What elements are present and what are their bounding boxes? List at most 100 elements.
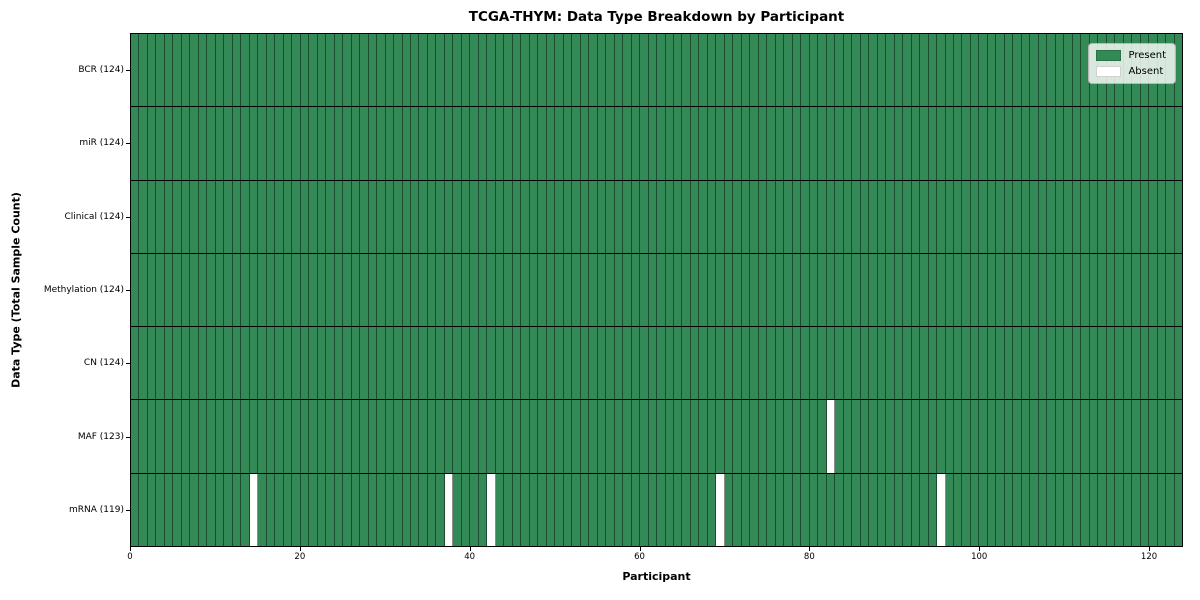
heatmap-cell	[453, 400, 462, 473]
heatmap-cell	[665, 253, 674, 327]
heatmap-cell	[283, 107, 293, 180]
heatmap-cell	[292, 400, 301, 473]
heatmap-cell	[504, 400, 513, 473]
heatmap-cell	[1047, 253, 1056, 327]
heatmap-cell	[1115, 327, 1124, 400]
heatmap-cell	[572, 473, 581, 546]
heatmap-cell	[538, 34, 547, 107]
heatmap-cell	[987, 180, 997, 253]
heatmap-cell	[249, 107, 259, 180]
heatmap-cell	[911, 253, 921, 327]
heatmap-cell	[215, 253, 225, 327]
heatmap-cell	[504, 253, 513, 327]
heatmap-cell	[733, 400, 742, 473]
heatmap-cell	[334, 400, 344, 473]
heatmap-cell	[555, 400, 564, 473]
heatmap-cell	[546, 400, 556, 473]
heatmap-cell	[996, 34, 1005, 107]
heatmap-cell	[606, 34, 615, 107]
heatmap-cell	[699, 180, 708, 253]
heatmap-cell	[181, 400, 191, 473]
heatmap-cell	[1055, 253, 1065, 327]
heatmap-cell	[181, 180, 191, 253]
heatmap-cell	[1123, 107, 1133, 180]
heatmap-cell	[487, 327, 496, 400]
heatmap-cell	[1038, 400, 1048, 473]
heatmap-cell	[309, 327, 318, 400]
heatmap-cell	[945, 107, 954, 180]
heatmap-cell	[1072, 473, 1082, 546]
heatmap-cell	[1106, 473, 1116, 546]
heatmap-cell	[394, 327, 403, 400]
legend: Present Absent	[1088, 43, 1176, 84]
heatmap-cell	[623, 34, 632, 107]
heatmap-cell	[741, 253, 751, 327]
y-tick-mark	[126, 69, 130, 71]
heatmap-cell	[1064, 107, 1073, 180]
heatmap-cell	[640, 400, 649, 473]
heatmap-cell	[1149, 180, 1158, 253]
heatmap-cell	[572, 107, 581, 180]
heatmap-cell	[1013, 253, 1022, 327]
heatmap-cell	[1115, 400, 1124, 473]
heatmap-cell	[894, 34, 904, 107]
heatmap-cell	[1055, 180, 1065, 253]
heatmap-cell	[351, 180, 361, 253]
heatmap-cell	[1098, 180, 1107, 253]
heatmap-cell	[1072, 327, 1082, 400]
heatmap-cell	[410, 180, 420, 253]
heatmap-cell	[674, 400, 683, 473]
heatmap-cell	[724, 473, 734, 546]
heatmap-cell	[1115, 180, 1124, 253]
heatmap-cell	[283, 473, 293, 546]
heatmap-cell	[131, 327, 140, 400]
heatmap-cell	[360, 400, 369, 473]
heatmap-cell	[699, 253, 708, 327]
heatmap-cell	[707, 473, 717, 546]
heatmap-cell	[198, 400, 208, 473]
heatmap-cell	[131, 34, 140, 107]
heatmap-cell	[334, 253, 344, 327]
heatmap-cell	[869, 400, 878, 473]
heatmap-cell	[758, 107, 768, 180]
heatmap-cell	[818, 327, 827, 400]
heatmap-cell	[614, 473, 624, 546]
heatmap-cell	[232, 327, 242, 400]
y-tick-mark	[126, 143, 130, 145]
heatmap-cell	[894, 253, 904, 327]
heatmap-cell	[241, 327, 250, 400]
heatmap-cell	[716, 473, 725, 546]
heatmap-cell	[741, 34, 751, 107]
heatmap-cell	[1081, 180, 1090, 253]
y-tick-mark	[126, 436, 130, 438]
heatmap-row	[131, 399, 1183, 473]
heatmap-cell	[444, 253, 454, 327]
heatmap-cell	[156, 400, 165, 473]
heatmap-cell	[1055, 327, 1065, 400]
heatmap-cell	[1030, 327, 1039, 400]
heatmap-cell	[292, 180, 301, 253]
heatmap-cell	[275, 253, 284, 327]
heatmap-cell	[707, 400, 717, 473]
heatmap-cell	[979, 107, 988, 180]
heatmap-cell	[775, 253, 785, 327]
heatmap-cell	[962, 253, 971, 327]
heatmap-cell	[538, 400, 547, 473]
heatmap-cell	[733, 107, 742, 180]
heatmap-cell	[580, 34, 590, 107]
heatmap-cell	[1106, 253, 1116, 327]
heatmap-cell	[589, 400, 598, 473]
heatmap-cell	[436, 327, 445, 400]
heatmap-cell	[1030, 473, 1039, 546]
heatmap-cell	[809, 473, 819, 546]
heatmap-cell	[368, 473, 378, 546]
heatmap-cell	[682, 107, 691, 180]
y-tick-label: mRNA (119)	[69, 505, 124, 516]
heatmap-cell	[801, 180, 810, 253]
heatmap-cell	[394, 34, 403, 107]
heatmap-cell	[419, 400, 428, 473]
heatmap-cell	[164, 473, 174, 546]
heatmap-cell	[809, 180, 819, 253]
heatmap-cell	[529, 327, 539, 400]
heatmap-row	[131, 106, 1183, 180]
